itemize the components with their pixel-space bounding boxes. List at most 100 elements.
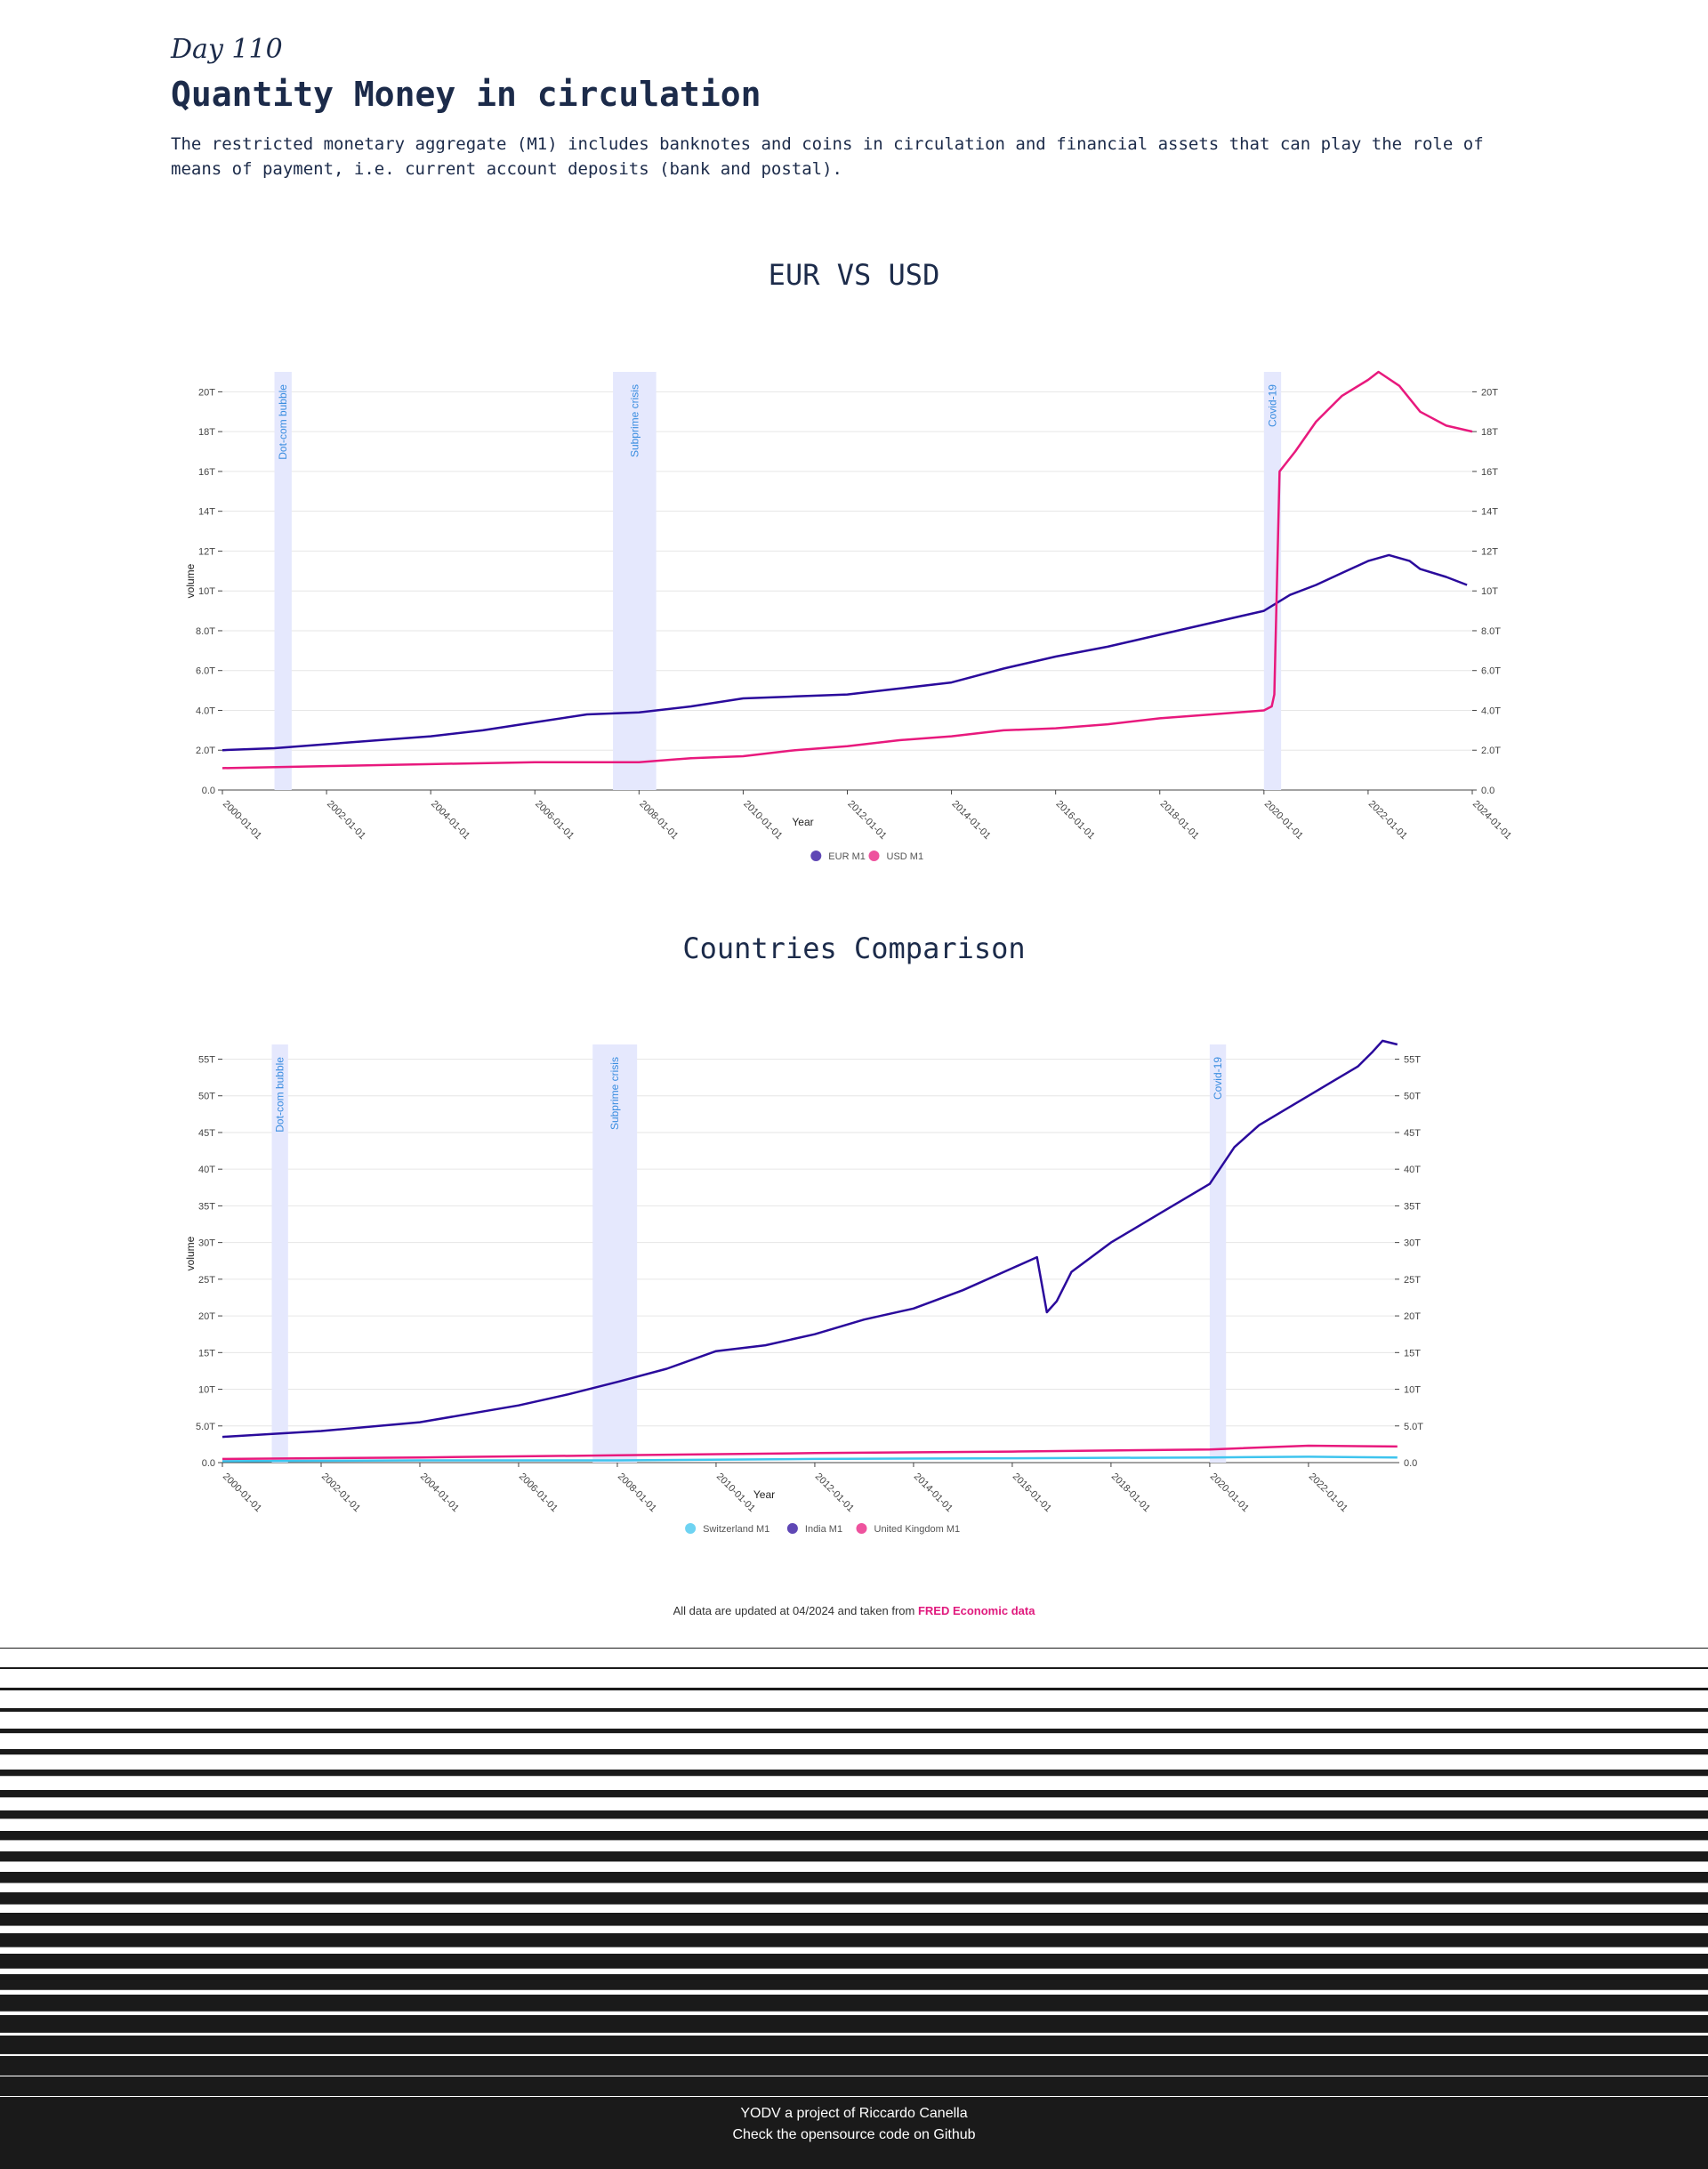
series-line-usd-m1 bbox=[222, 370, 1473, 770]
y-tick-label: 25T bbox=[198, 1275, 215, 1286]
y-tick-label-right: 30T bbox=[1404, 1238, 1421, 1249]
y-tick-label: 20T bbox=[198, 387, 215, 398]
x-axis-label: Year bbox=[792, 816, 813, 828]
x-tick-label: 2014-01-01 bbox=[912, 1472, 955, 1514]
stripe bbox=[0, 1872, 1708, 1883]
y-tick-label-right: 10T bbox=[1404, 1385, 1421, 1396]
stripe bbox=[0, 1851, 1708, 1862]
x-tick-label: 2016-01-01 bbox=[1011, 1472, 1053, 1514]
y-tick-label-right: 15T bbox=[1404, 1348, 1421, 1359]
legend-label: EUR M1 bbox=[828, 851, 866, 862]
crisis-label: Subprime crisis bbox=[628, 384, 640, 457]
legend-label: United Kingdom M1 bbox=[874, 1524, 961, 1535]
crisis-label: Covid-19 bbox=[1266, 384, 1278, 427]
x-tick-label: 2010-01-01 bbox=[714, 1472, 757, 1514]
y-tick-label-right: 6.0T bbox=[1481, 666, 1501, 677]
crisis-label: Subprime crisis bbox=[608, 1057, 621, 1130]
x-tick-label: 2018-01-01 bbox=[1109, 1472, 1152, 1514]
y-tick-label-right: 14T bbox=[1481, 507, 1498, 518]
crisis-band bbox=[1209, 1044, 1227, 1463]
y-tick-label-right: 12T bbox=[1481, 546, 1498, 557]
legend-marker bbox=[868, 851, 880, 861]
stripe bbox=[0, 2076, 1708, 2096]
crisis-band bbox=[613, 372, 657, 790]
y-tick-label: 14T bbox=[198, 507, 215, 518]
x-tick-label: 2018-01-01 bbox=[1158, 799, 1201, 842]
y-tick-label: 0.0 bbox=[202, 786, 215, 796]
y-tick-label: 12T bbox=[198, 546, 215, 557]
y-tick-label-right: 20T bbox=[1481, 387, 1498, 398]
y-tick-label-right: 0.0 bbox=[1481, 786, 1494, 796]
crisis-band bbox=[274, 372, 292, 790]
legend-marker bbox=[685, 1523, 697, 1534]
legend-marker bbox=[810, 851, 822, 861]
x-tick-label: 2000-01-01 bbox=[221, 799, 263, 842]
stripe bbox=[0, 1995, 1708, 2012]
stripe bbox=[0, 2015, 1708, 2033]
y-tick-label: 0.0 bbox=[202, 1458, 215, 1469]
y-tick-label: 5.0T bbox=[196, 1422, 215, 1432]
y-tick-label: 45T bbox=[198, 1128, 215, 1139]
legend-label: Switzerland M1 bbox=[703, 1524, 769, 1535]
page-description: The restricted monetary aggregate (M1) i… bbox=[171, 134, 1484, 179]
eur-usd-chart: 0.0 0.0 2.0T 2.0T 4.0T 4.0T 6.0T 6.0T 8.0T 8.0T 10… bbox=[184, 370, 1513, 862]
y-tick-label-right: 20T bbox=[1404, 1311, 1421, 1322]
series-line-united-kingdom-m1 bbox=[222, 1444, 1398, 1461]
y-tick-label-right: 16T bbox=[1481, 467, 1498, 478]
x-tick-label: 2002-01-01 bbox=[319, 1472, 362, 1514]
y-tick-label-right: 45T bbox=[1404, 1128, 1421, 1139]
x-tick-label: 2016-01-01 bbox=[1054, 799, 1097, 842]
x-tick-label: 2012-01-01 bbox=[813, 1472, 856, 1514]
y-tick-label-right: 0.0 bbox=[1404, 1458, 1417, 1469]
stripe bbox=[0, 1913, 1708, 1926]
stripe bbox=[0, 1688, 1708, 1691]
y-tick-label-right: 40T bbox=[1404, 1165, 1421, 1175]
x-tick-label: 2024-01-01 bbox=[1470, 799, 1513, 842]
y-tick-label: 10T bbox=[198, 1385, 215, 1396]
y-tick-label-right: 2.0T bbox=[1481, 746, 1501, 756]
chart-title-countries: Countries Comparison bbox=[682, 931, 1026, 965]
page-title: Quantity Money in circulation bbox=[171, 75, 761, 114]
crisis-label: Dot-com bubble bbox=[274, 1057, 286, 1133]
fred-link[interactable]: FRED Economic data bbox=[917, 1604, 1035, 1617]
x-tick-label: 2022-01-01 bbox=[1366, 799, 1409, 842]
y-tick-label: 16T bbox=[198, 467, 215, 478]
footer-credit[interactable]: YODV a project of Riccardo Canella bbox=[740, 2106, 968, 2121]
series-line-switzerland-m1 bbox=[222, 1455, 1398, 1463]
x-axis-label: Year bbox=[753, 1488, 775, 1501]
x-tick-label: 2020-01-01 bbox=[1262, 799, 1305, 842]
stripe bbox=[0, 1892, 1708, 1905]
y-tick-label-right: 4.0T bbox=[1481, 706, 1501, 716]
y-tick-label: 6.0T bbox=[196, 666, 215, 677]
y-tick-label: 20T bbox=[198, 1311, 215, 1322]
x-tick-label: 2014-01-01 bbox=[949, 799, 992, 842]
y-tick-label: 2.0T bbox=[196, 746, 215, 756]
y-tick-label-right: 50T bbox=[1404, 1092, 1421, 1102]
crisis-band bbox=[271, 1044, 288, 1463]
legend-label: India M1 bbox=[805, 1524, 842, 1535]
x-tick-label: 2012-01-01 bbox=[845, 799, 888, 842]
stripe bbox=[0, 1708, 1708, 1713]
stripe bbox=[0, 1790, 1708, 1798]
y-tick-label: 18T bbox=[198, 427, 215, 438]
x-tick-label: 2004-01-01 bbox=[418, 1472, 461, 1514]
y-tick-label: 15T bbox=[198, 1348, 215, 1359]
y-tick-label: 50T bbox=[198, 1092, 215, 1102]
x-tick-label: 2020-01-01 bbox=[1208, 1472, 1251, 1514]
x-tick-label: 2022-01-01 bbox=[1307, 1472, 1349, 1514]
stripe bbox=[0, 1729, 1708, 1734]
page-footer: YODV a project of Riccardo Canella Check… bbox=[0, 2098, 1708, 2169]
y-tick-label-right: 35T bbox=[1404, 1201, 1421, 1212]
y-tick-label-right: 55T bbox=[1404, 1054, 1421, 1065]
x-tick-label: 2006-01-01 bbox=[533, 799, 576, 842]
crisis-band bbox=[1263, 372, 1282, 790]
y-tick-label: 4.0T bbox=[196, 706, 215, 716]
x-tick-label: 2000-01-01 bbox=[221, 1472, 263, 1514]
countries-chart: 0.0 0.0 5.0T 5.0T 10T 10T 15T 15T 20T 20T 25T 25T 30… bbox=[184, 1039, 1423, 1535]
y-tick-label: 35T bbox=[198, 1201, 215, 1212]
footer-github-link[interactable]: Check the opensource code on Github bbox=[732, 2127, 976, 2142]
stripe bbox=[0, 1933, 1708, 1947]
y-tick-label: 10T bbox=[198, 586, 215, 597]
y-axis-label: volume bbox=[184, 563, 197, 598]
y-tick-label: 8.0T bbox=[196, 626, 215, 637]
